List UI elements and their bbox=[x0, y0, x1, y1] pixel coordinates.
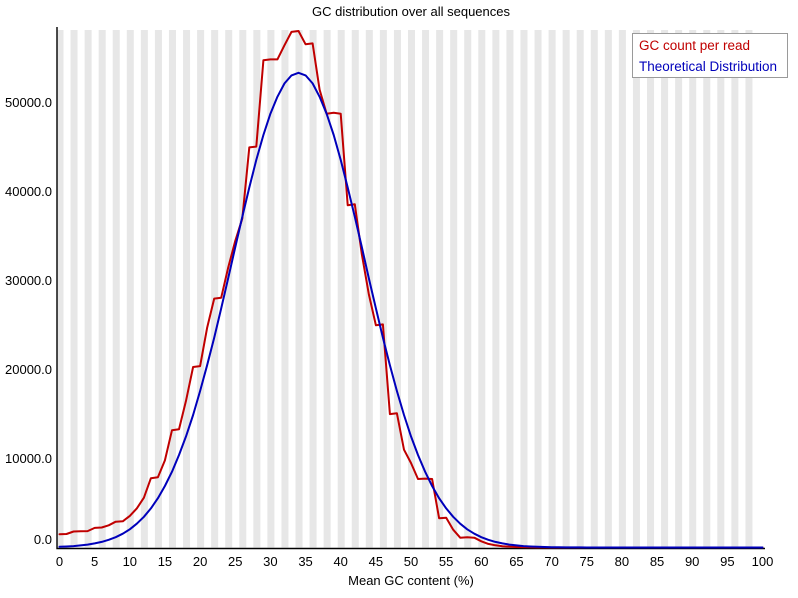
x-tick-label: 20 bbox=[192, 554, 208, 569]
background-stripe bbox=[70, 30, 78, 548]
legend-label-theoretical: Theoretical Distribution bbox=[639, 59, 778, 74]
x-tick-label: 55 bbox=[438, 554, 454, 569]
legend-item-gc-count: GC count per read bbox=[639, 35, 787, 56]
background-stripe bbox=[168, 30, 176, 548]
legend-box: GC count per read Theoretical Distributi… bbox=[632, 33, 788, 78]
background-stripe bbox=[689, 30, 697, 548]
background-stripes bbox=[57, 30, 753, 548]
background-stripe bbox=[520, 30, 528, 548]
background-stripe bbox=[239, 30, 247, 548]
x-tick-label: 40 bbox=[333, 554, 348, 569]
x-tick-label: 60 bbox=[474, 554, 489, 569]
background-stripe bbox=[154, 30, 162, 548]
background-stripe bbox=[661, 30, 669, 548]
x-tick-label: 75 bbox=[579, 554, 594, 569]
x-tick-label: 15 bbox=[157, 554, 173, 569]
background-stripe bbox=[604, 30, 612, 548]
x-tick-label: 10 bbox=[122, 554, 138, 569]
x-tick-label: 90 bbox=[684, 554, 700, 569]
background-stripe bbox=[675, 30, 683, 548]
background-stripe bbox=[576, 30, 584, 548]
x-tick-label: 80 bbox=[614, 554, 630, 569]
background-stripe bbox=[140, 30, 148, 548]
x-tick-label: 100 bbox=[751, 554, 774, 569]
y-tick-label: 50000.0 bbox=[5, 95, 52, 110]
background-stripe bbox=[590, 30, 598, 548]
background-stripe bbox=[281, 30, 289, 548]
x-axis-label: Mean GC content (%) bbox=[348, 573, 474, 588]
x-tick-label: 30 bbox=[263, 554, 278, 569]
x-tick-label: 70 bbox=[544, 554, 559, 569]
background-stripe bbox=[84, 30, 92, 548]
x-tick-label: 45 bbox=[368, 554, 384, 569]
background-stripe bbox=[745, 30, 753, 548]
background-stripe bbox=[126, 30, 134, 548]
background-stripe bbox=[492, 30, 500, 548]
background-stripe bbox=[57, 30, 64, 548]
background-stripe bbox=[703, 30, 711, 548]
theoretical-series-line bbox=[58, 71, 764, 549]
background-stripe bbox=[267, 30, 275, 548]
x-tick-label: 25 bbox=[228, 554, 243, 569]
background-stripe bbox=[351, 30, 359, 548]
x-tick-label: 0 bbox=[55, 554, 64, 569]
y-tick-label: 40000.0 bbox=[5, 183, 52, 199]
x-tick-label: 85 bbox=[649, 554, 665, 569]
background-stripe bbox=[112, 30, 120, 548]
background-stripe bbox=[562, 30, 570, 548]
background-stripe bbox=[379, 30, 387, 548]
background-stripe bbox=[183, 30, 191, 548]
background-stripe bbox=[253, 30, 261, 548]
x-tick-label: 35 bbox=[298, 554, 313, 569]
y-tick-label: 0.0 bbox=[33, 532, 52, 547]
background-stripe bbox=[506, 30, 514, 548]
x-tick-label: 5 bbox=[91, 554, 99, 569]
y-tick-label: 30000.0 bbox=[5, 272, 52, 288]
background-stripe bbox=[464, 30, 472, 548]
background-stripe bbox=[478, 30, 486, 548]
x-tick-label: 95 bbox=[720, 554, 735, 569]
background-stripe bbox=[731, 30, 739, 548]
background-stripe bbox=[365, 30, 373, 548]
legend-label-gc-count: GC count per read bbox=[639, 38, 751, 53]
background-stripe bbox=[197, 30, 205, 548]
background-stripe bbox=[436, 30, 444, 548]
background-stripe bbox=[309, 30, 317, 548]
y-tick-label: 20000.0 bbox=[5, 361, 52, 377]
background-stripe bbox=[337, 30, 345, 548]
x-tick-label: 50 bbox=[403, 554, 419, 569]
background-stripe bbox=[717, 30, 725, 548]
legend-item-theoretical: Theoretical Distribution bbox=[639, 56, 787, 77]
background-stripe bbox=[422, 30, 430, 548]
background-stripe bbox=[450, 30, 458, 548]
background-stripe bbox=[295, 30, 303, 548]
background-stripe bbox=[211, 30, 219, 548]
axis-lines bbox=[56, 27, 765, 550]
background-stripe bbox=[323, 30, 331, 548]
y-tick-label: 10000.0 bbox=[5, 450, 52, 466]
background-stripe bbox=[408, 30, 415, 548]
background-stripe bbox=[534, 30, 542, 548]
background-stripe bbox=[548, 30, 556, 548]
chart-title: GC distribution over all sequences bbox=[312, 4, 510, 19]
background-stripe bbox=[647, 30, 655, 548]
x-tick-label: 65 bbox=[509, 554, 524, 569]
background-stripe bbox=[225, 30, 233, 548]
background-stripe bbox=[393, 30, 401, 548]
background-stripe bbox=[618, 30, 626, 548]
background-stripe bbox=[632, 30, 640, 548]
background-stripe bbox=[98, 30, 106, 548]
